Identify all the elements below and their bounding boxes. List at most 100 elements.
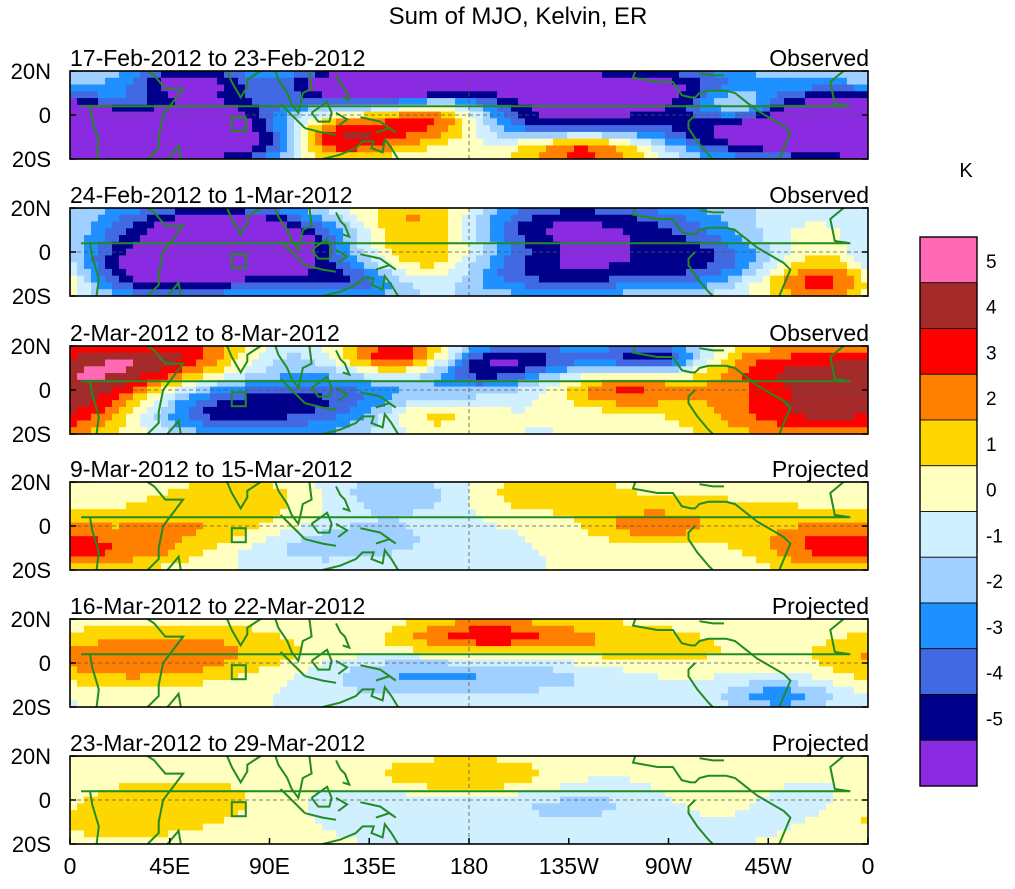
grid-cell (385, 282, 393, 290)
grid-cell (763, 118, 771, 126)
grid-cell (588, 98, 596, 106)
grid-cell (105, 125, 113, 133)
grid-cell (378, 131, 386, 140)
grid-cell (616, 495, 624, 503)
grid-cell (714, 221, 722, 229)
grid-cell (742, 104, 750, 113)
grid-cell (791, 104, 799, 113)
grid-cell (812, 406, 820, 415)
grid-cell (287, 482, 295, 490)
grid-cell (721, 125, 729, 133)
grid-cell (588, 138, 596, 147)
grid-cell (616, 268, 624, 277)
grid-cell (700, 502, 708, 510)
grid-cell (861, 118, 868, 126)
grid-cell (833, 98, 841, 106)
grid-cell (546, 91, 554, 99)
grid-cell (700, 393, 708, 401)
grid-cell (525, 346, 533, 354)
grid-cell (371, 152, 379, 159)
grid-cell (182, 118, 190, 126)
grid-cell (749, 235, 757, 243)
grid-cell (266, 104, 274, 113)
grid-cell (553, 359, 561, 367)
grid-cell (644, 235, 652, 243)
grid-cell (259, 482, 267, 490)
grid-cell (343, 373, 351, 381)
grid-cell (630, 221, 638, 229)
grid-cell (616, 84, 624, 92)
grid-cell (119, 221, 127, 229)
grid-cell (182, 131, 190, 140)
grid-cell (420, 104, 428, 113)
grid-cell (301, 138, 309, 147)
grid-cell (70, 352, 78, 361)
grid-cell (602, 352, 610, 361)
grid-cell (609, 289, 617, 296)
grid-cell (196, 152, 204, 159)
grid-cell (476, 235, 484, 243)
grid-cell (777, 221, 785, 229)
grid-cell (588, 366, 596, 374)
grid-cell (245, 71, 253, 79)
grid-cell (140, 352, 148, 361)
grid-cell (581, 228, 589, 236)
grid-cell (854, 262, 862, 270)
grid-cell (175, 488, 183, 497)
grid-cell (105, 241, 113, 250)
grid-cell (602, 420, 610, 428)
grid-cell (217, 221, 225, 229)
grid-cell (532, 98, 540, 106)
grid-cell (154, 495, 162, 503)
grid-cell (406, 235, 414, 243)
grid-cell (399, 71, 407, 79)
grid-cell (224, 379, 232, 388)
grid-cell (112, 221, 120, 229)
grid-cell (574, 379, 582, 388)
grid-cell (658, 138, 666, 147)
grid-cell (707, 118, 715, 126)
grid-cell (273, 488, 281, 497)
grid-cell (322, 282, 330, 290)
grid-cell (336, 346, 344, 354)
grid-cell (203, 138, 211, 147)
coastline (166, 280, 182, 296)
grid-cell (399, 255, 407, 263)
grid-cell (861, 152, 868, 159)
grid-cell (427, 427, 435, 434)
grid-cell (791, 346, 799, 354)
grid-cell (693, 373, 701, 381)
grid-cell (217, 228, 225, 236)
grid-cell (112, 282, 120, 290)
grid-cell (70, 71, 78, 79)
grid-cell (371, 482, 379, 490)
grid-cell (105, 91, 113, 99)
grid-cell (672, 118, 680, 126)
grid-cell (805, 77, 813, 86)
grid-cell (581, 406, 589, 415)
grid-cell (350, 208, 358, 216)
grid-cell (700, 104, 708, 113)
grid-cell (210, 145, 218, 153)
grid-cell (126, 255, 134, 263)
grid-cell (301, 208, 309, 216)
grid-cell (287, 282, 295, 290)
grid-cell (406, 482, 414, 490)
grid-cell (385, 77, 393, 86)
grid-cell (854, 379, 862, 388)
grid-cell (273, 373, 281, 381)
grid-cell (791, 262, 799, 270)
grid-cell (637, 420, 645, 428)
grid-cell (455, 413, 463, 422)
grid-cell (805, 488, 813, 497)
grid-cell (217, 77, 225, 86)
grid-cell (770, 104, 778, 113)
grid-cell (546, 241, 554, 250)
grid-cell (749, 118, 757, 126)
grid-cell (637, 208, 645, 216)
grid-cell (497, 346, 505, 354)
grid-cell (770, 84, 778, 92)
grid-cell (854, 502, 862, 510)
grid-cell (70, 125, 78, 133)
grid-cell (658, 208, 666, 216)
